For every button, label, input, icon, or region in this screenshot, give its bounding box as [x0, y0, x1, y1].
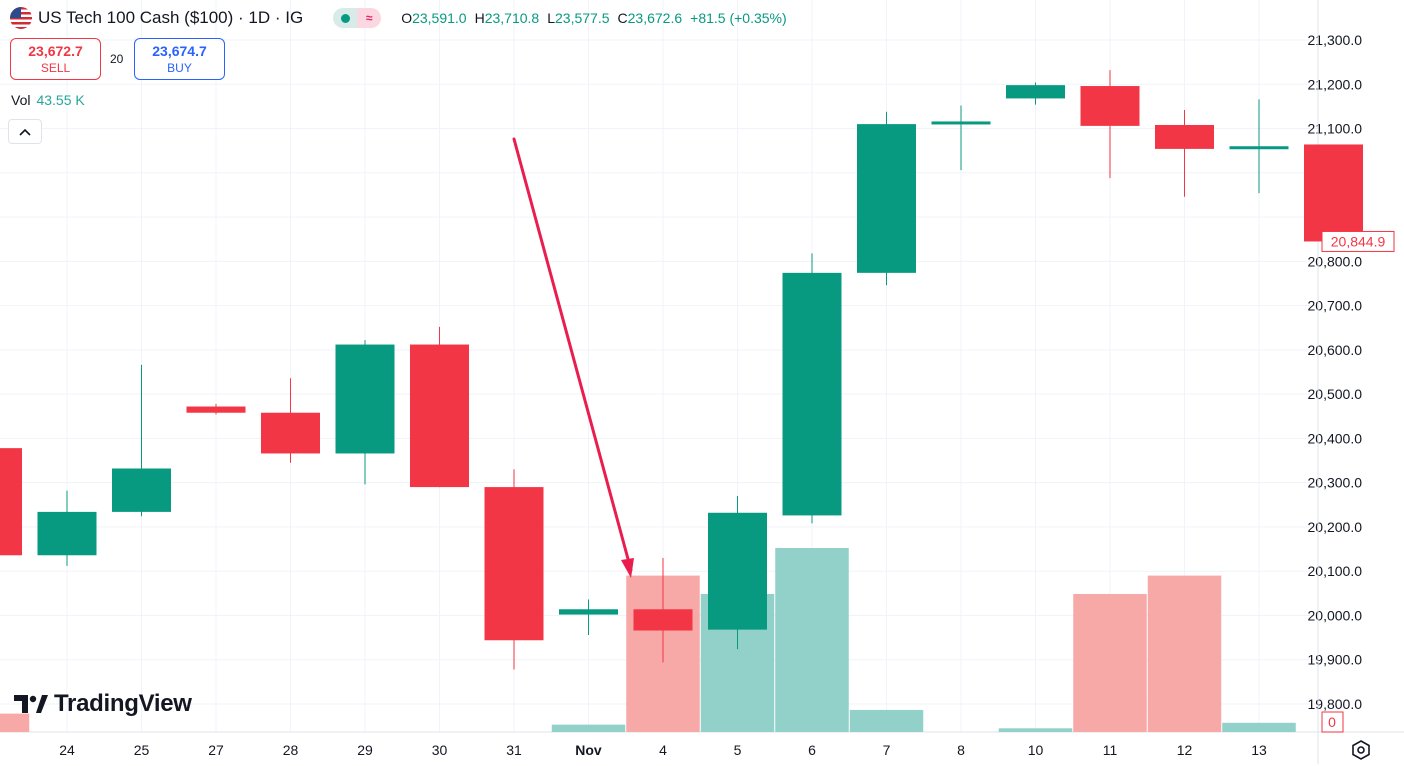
change-readout: +81.5 (+0.35%) [690, 10, 787, 26]
x-tick-label: 27 [208, 742, 224, 758]
x-tick-label: 24 [59, 742, 75, 758]
sell-label: SELL [40, 61, 71, 75]
candle-body [857, 124, 916, 273]
y-tick-label: 19,900.0 [1308, 652, 1363, 668]
tradingview-logo-text: TradingView [54, 690, 192, 717]
candle-body [112, 468, 171, 512]
volume-bar [775, 548, 849, 732]
tradingview-logo-icon [14, 695, 48, 713]
indicator-pill[interactable]: ≈ [333, 8, 382, 28]
ohlc-readout: O23,591.0 H23,710.8 L23,577.5 C23,672.6 … [401, 10, 787, 26]
arrow-annotation [512, 137, 633, 572]
volume-legend[interactable]: Vol 43.55 K [11, 92, 85, 108]
x-tick-label: 11 [1103, 742, 1118, 758]
candle-body [1304, 144, 1363, 242]
symbol-header: US Tech 100 Cash ($100) · 1D · IG ≈ O23,… [10, 6, 787, 30]
collapse-legend-button[interactable] [8, 119, 42, 144]
x-tick-label: 10 [1028, 742, 1044, 758]
arrow-annotation-head [621, 558, 634, 578]
x-tick-label: 6 [808, 742, 816, 758]
candle-body [186, 406, 246, 413]
volume-value: 43.55 K [36, 92, 85, 108]
y-tick-label: 19,800.0 [1308, 696, 1363, 712]
volume-bar [1147, 575, 1222, 732]
x-tick-label: 28 [283, 742, 299, 758]
y-tick-label: 20,600.0 [1308, 342, 1363, 358]
y-tick-label: 20,400.0 [1308, 430, 1363, 446]
candle-body [931, 121, 991, 125]
x-tick-label: 5 [734, 742, 742, 758]
volume-bar [1073, 594, 1147, 732]
x-tick-label: 29 [357, 742, 373, 758]
y-tick-label: 20,300.0 [1308, 475, 1363, 491]
x-tick-label: Nov [575, 742, 602, 758]
x-tick-label: 4 [659, 742, 667, 758]
last-price-label: 20,844.9 [1331, 233, 1386, 249]
sell-price: 23,672.7 [28, 43, 83, 59]
candle-body [0, 448, 22, 556]
settings-gear-icon[interactable] [1350, 739, 1372, 766]
x-tick-label: 30 [432, 742, 448, 758]
spread-value: 20 [110, 52, 124, 66]
y-tick-label: 20,700.0 [1308, 298, 1363, 314]
y-tick-label: 20,100.0 [1308, 563, 1363, 579]
tradingview-logo[interactable]: TradingView [14, 690, 192, 718]
last-volume-label: 0 [1328, 714, 1336, 730]
symbol-title[interactable]: US Tech 100 Cash ($100) · 1D · IG [38, 8, 304, 27]
x-tick-label: 25 [134, 742, 150, 758]
candle-body [708, 512, 767, 630]
candle-body [335, 344, 395, 454]
candle-body [633, 609, 693, 631]
last-volume-box [1321, 711, 1344, 733]
volume-label: Vol [11, 92, 31, 108]
volume-bar [0, 713, 30, 732]
y-tick-label: 20,200.0 [1308, 519, 1363, 535]
candle-body [484, 487, 544, 641]
x-tick-label: 7 [883, 742, 891, 758]
candle-body [559, 609, 618, 615]
candle-body [1229, 146, 1289, 150]
us-flag-icon [10, 7, 32, 29]
x-tick-label: 12 [1177, 742, 1193, 758]
status-dot-icon [333, 8, 358, 28]
sell-button[interactable]: 23,672.7 SELL [10, 38, 101, 80]
y-tick-label: 20,800.0 [1308, 253, 1363, 269]
x-tick-label: 8 [957, 742, 965, 758]
volume-bar [849, 709, 924, 732]
volume-bar [998, 728, 1073, 732]
candle-body [1080, 86, 1140, 126]
candle-body [410, 344, 469, 488]
wave-icon: ≈ [357, 8, 382, 28]
y-tick-label: 20,000.0 [1308, 607, 1363, 623]
y-tick-label: 21,300.0 [1308, 32, 1363, 48]
buy-label: BUY [167, 61, 192, 75]
volume-bar [551, 724, 626, 732]
chevron-up-icon [19, 128, 31, 136]
x-tick-label: 13 [1251, 742, 1267, 758]
y-tick-label: 21,200.0 [1308, 76, 1363, 92]
buy-price: 23,674.7 [152, 43, 207, 59]
candle-body [1155, 124, 1214, 149]
x-tick-label: 31 [506, 742, 522, 758]
volume-bar [1222, 722, 1296, 732]
last-price-box [1321, 230, 1395, 252]
candle-body [1006, 85, 1065, 99]
y-tick-label: 20,500.0 [1308, 386, 1363, 402]
buy-button[interactable]: 23,674.7 BUY [134, 38, 225, 80]
candle-body [782, 272, 842, 516]
candle-body [261, 412, 320, 454]
candle-body [37, 511, 97, 556]
y-tick-label: 21,100.0 [1308, 121, 1363, 137]
